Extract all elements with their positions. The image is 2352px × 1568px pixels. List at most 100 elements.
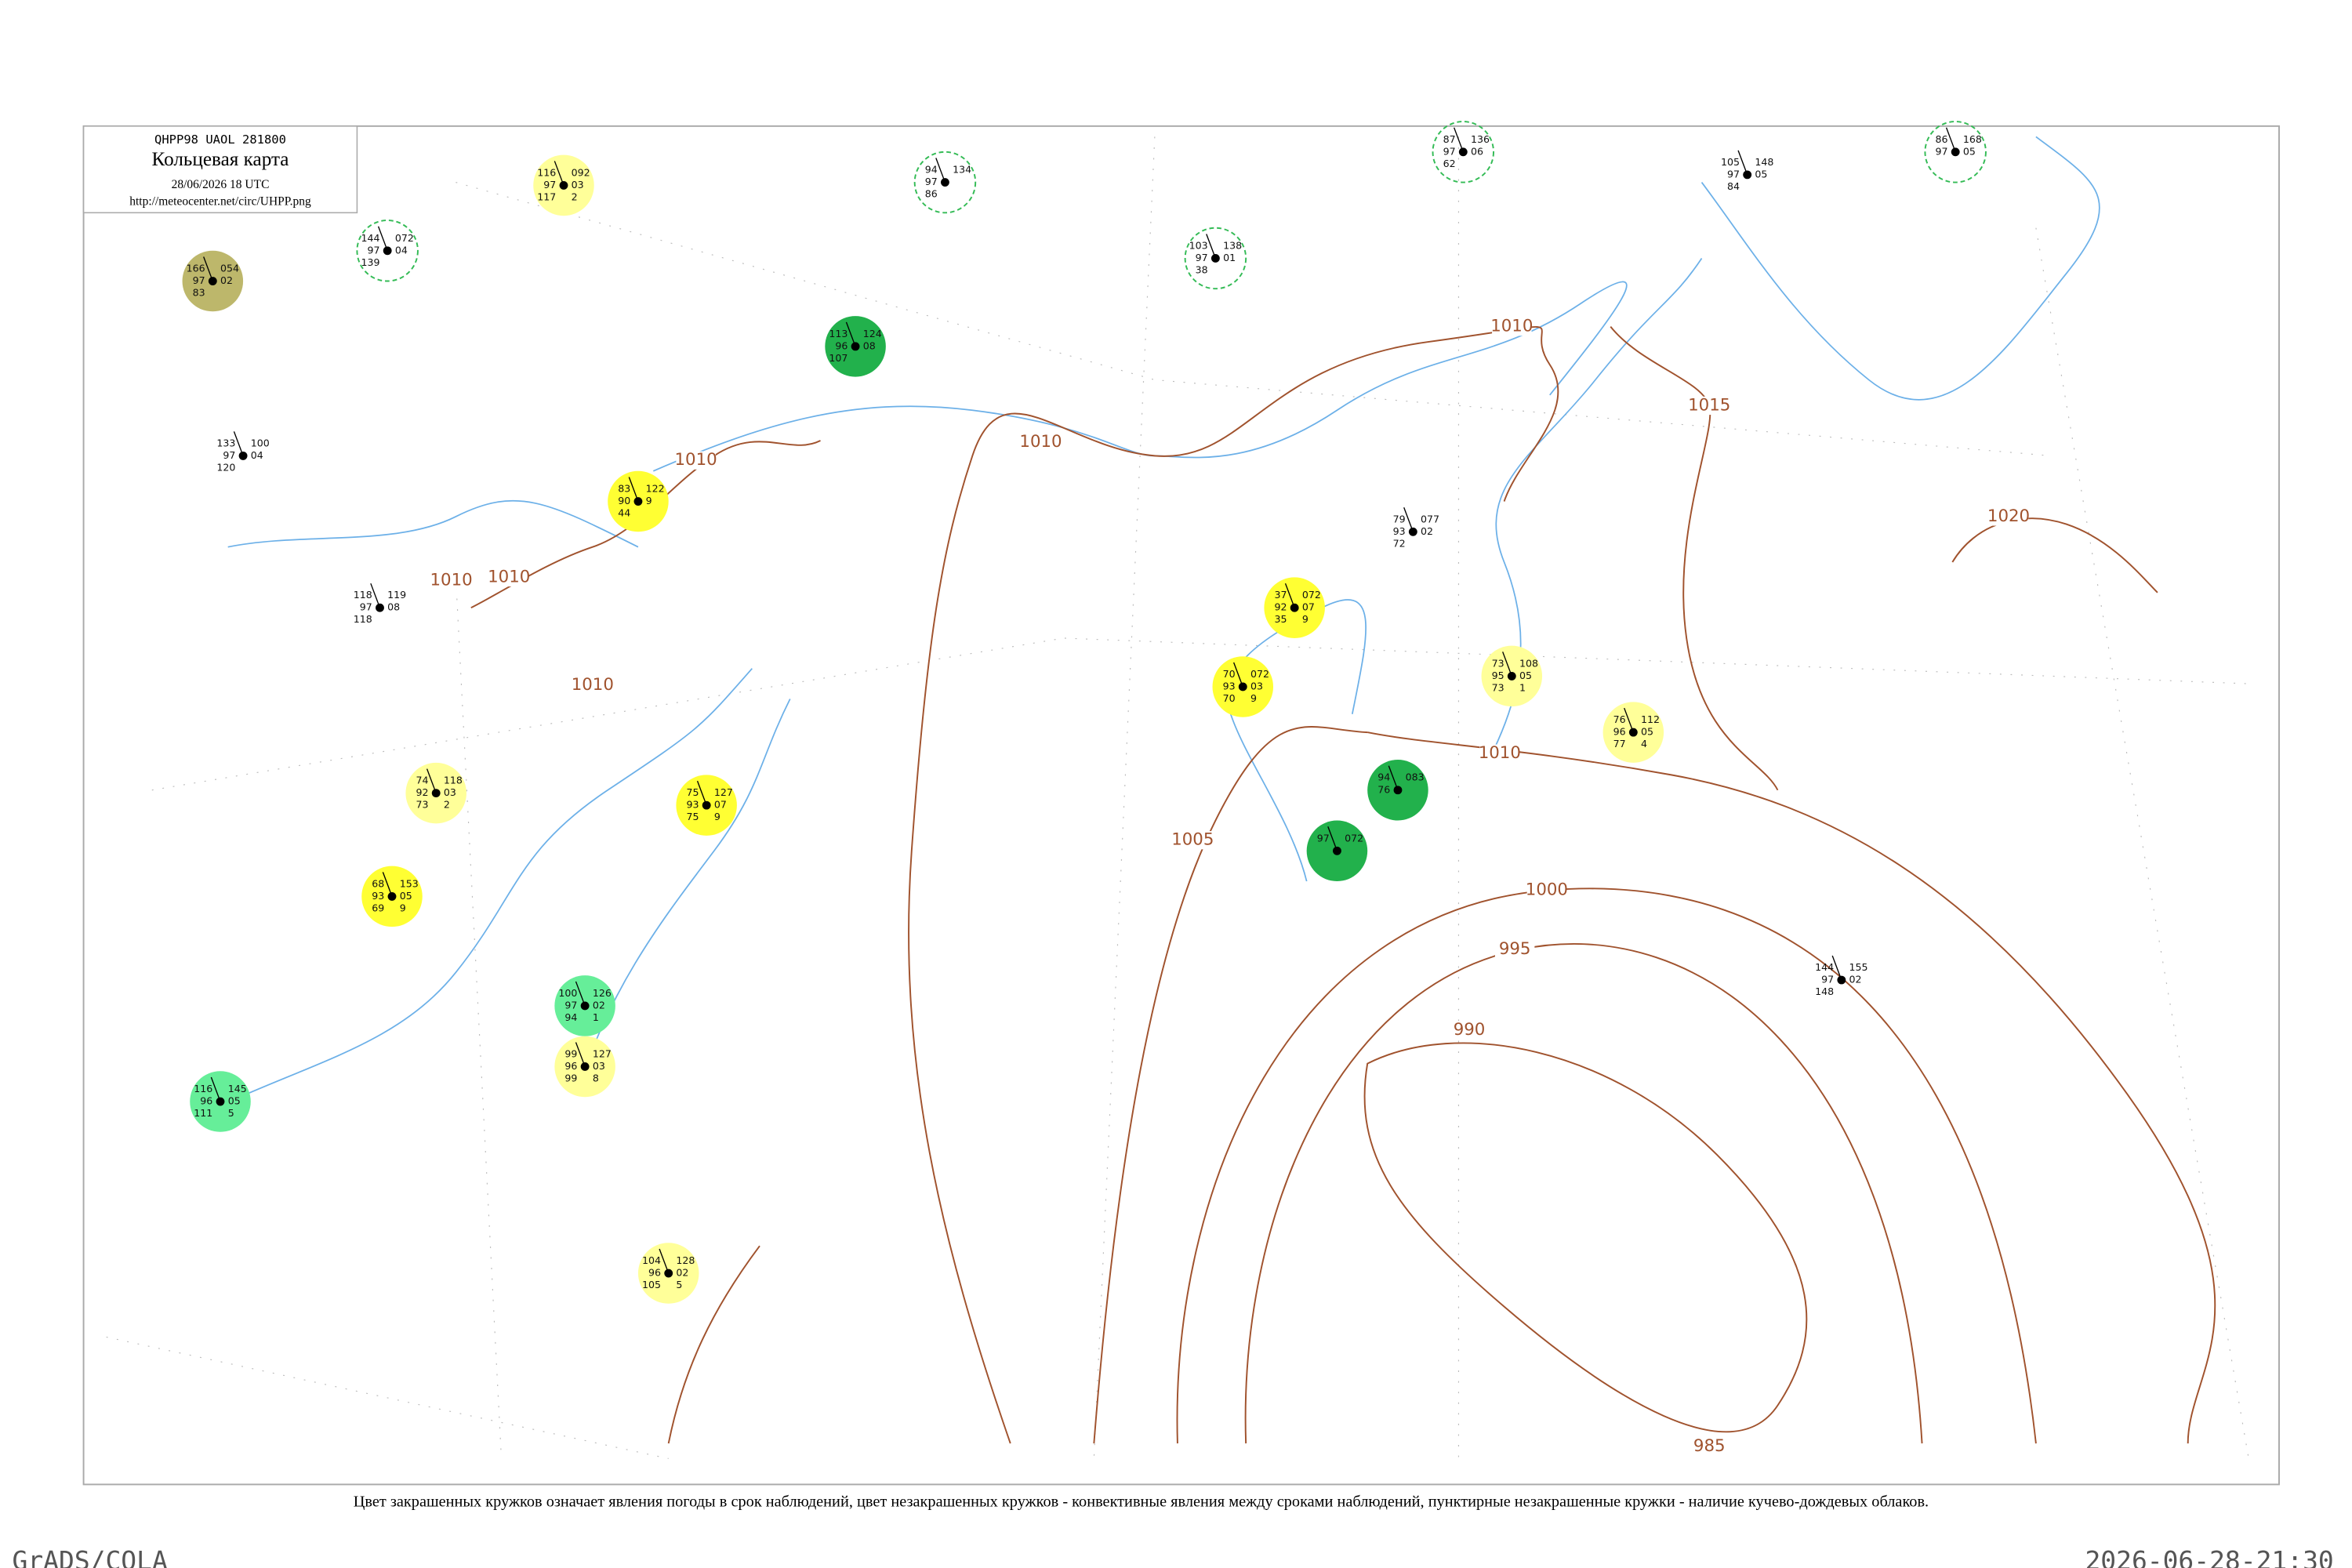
station-value: 97 [1821, 974, 1834, 985]
station-value: 4 [1641, 738, 1647, 750]
station-value: 97 [1317, 832, 1330, 844]
station-value: 73 [1492, 657, 1504, 669]
station: 97 072 [1306, 820, 1368, 882]
station-value: 144 [361, 232, 379, 244]
station-value: 072 [1250, 668, 1269, 680]
isobar-label: 1010 [488, 567, 530, 586]
station-value: 107 [829, 352, 848, 364]
station-value: 124 [863, 328, 882, 339]
station-value: 127 [593, 1047, 612, 1059]
station-value: 118 [354, 589, 372, 601]
station-value: 07 [1302, 601, 1315, 613]
isobar-label: 1015 [1688, 395, 1730, 415]
station-value: 05 [1963, 145, 1976, 157]
wind-barb [1624, 707, 1634, 733]
station-value: 02 [593, 999, 605, 1011]
isobar-label: 1010 [430, 570, 472, 590]
station-value: 9 [646, 495, 652, 506]
station-value: 93 [1223, 680, 1236, 691]
station-value: 97 [223, 449, 235, 461]
station-value: 072 [1302, 589, 1321, 601]
station-value: 97 [367, 244, 379, 256]
station-value: 08 [863, 339, 876, 351]
station-value: 9 [1302, 613, 1308, 625]
station-value: 105 [1721, 156, 1740, 168]
wind-barb [1284, 583, 1295, 608]
isobar-label: 1010 [1490, 317, 1533, 336]
wind-barb [1737, 150, 1748, 176]
station-ring [1924, 121, 1987, 183]
station-value: 116 [194, 1083, 212, 1094]
isobar-label: 990 [1454, 1020, 1486, 1040]
station-value: 97 [360, 601, 372, 613]
station-dot [580, 1001, 590, 1011]
station-value: 62 [1443, 158, 1456, 169]
station-value: 86 [1935, 133, 1947, 145]
station-value: 87 [1443, 133, 1456, 145]
station-value: 97 [1443, 145, 1456, 157]
wind-barb [1206, 234, 1217, 259]
station-value: 76 [1613, 713, 1626, 725]
station-value: 118 [354, 613, 372, 625]
station-value: 03 [1250, 680, 1263, 691]
station-value: 05 [1519, 670, 1532, 681]
station-value: 5 [676, 1279, 682, 1290]
isobar-label-bg [1021, 433, 1061, 452]
station-value: 153 [400, 877, 419, 889]
station-value: 139 [361, 256, 379, 268]
station-value: 077 [1421, 513, 1439, 524]
isobar-label-bg [1690, 1437, 1730, 1456]
station-value: 01 [1223, 252, 1236, 263]
isobar-label-bg [489, 568, 529, 587]
station-value: 97 [1935, 145, 1947, 157]
wind-barb [1454, 127, 1464, 153]
station-value: 100 [558, 987, 577, 999]
station-dot [1408, 527, 1417, 536]
isobar-label: 995 [1499, 939, 1531, 959]
station-value: 74 [416, 775, 428, 786]
header-url: http://meteocenter.net/circ/UHPP.png [129, 194, 311, 208]
station-value: 08 [387, 601, 400, 613]
station-value: 05 [400, 890, 412, 902]
wind-barb [575, 981, 586, 1007]
station-value: 8 [593, 1072, 599, 1083]
wind-barb [1945, 127, 1956, 153]
station-value: 94 [925, 164, 938, 176]
station-value: 054 [220, 263, 239, 274]
station-value: 03 [593, 1060, 605, 1072]
wind-barb [554, 161, 564, 186]
station-value: 083 [1406, 771, 1425, 783]
station-value: 75 [686, 786, 699, 798]
station-value: 83 [618, 483, 630, 495]
caption: Цвет закрашенных кружков означает явлени… [354, 1493, 1929, 1510]
station-value: 9 [714, 811, 720, 822]
station-value: 120 [216, 461, 235, 473]
graticule [106, 136, 2249, 1460]
station-value: 97 [193, 274, 205, 286]
wind-barb [935, 158, 946, 183]
wind-barb [1403, 507, 1414, 532]
station-value: 99 [564, 1072, 577, 1083]
station-value: 38 [1196, 263, 1208, 275]
wind-barb [203, 256, 213, 281]
isobar-label: 1010 [674, 450, 717, 470]
wind-barb [845, 321, 856, 347]
station-value: 05 [1641, 726, 1653, 738]
station-value: 155 [1849, 961, 1868, 973]
station-value: 2 [572, 191, 578, 202]
station-value: 35 [1274, 613, 1287, 625]
wind-barb [659, 1248, 670, 1274]
isobar-label-bg [1492, 318, 1532, 336]
station-dot [1210, 254, 1220, 263]
station-value: 104 [642, 1254, 661, 1266]
